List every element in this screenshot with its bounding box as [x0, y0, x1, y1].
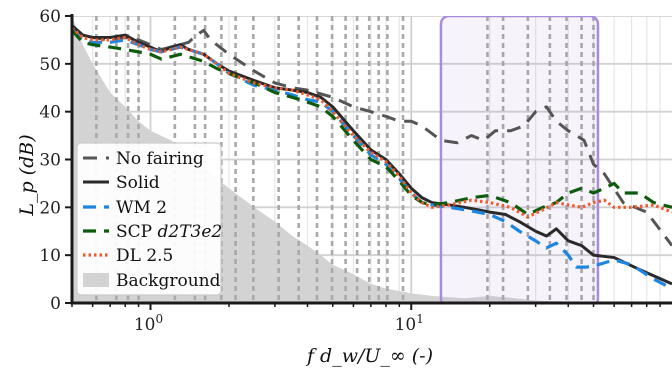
y-tick-label: 10 [39, 246, 61, 266]
plot-area: 0 10 20 30 40 50 60 100 101 No fairing Solid WM 2 S… [16, 7, 672, 367]
legend-label: Solid [116, 173, 160, 193]
y-tick-label: 0 [50, 294, 61, 314]
background-area [72, 16, 672, 303]
ticks-layer: 0 10 20 30 40 50 60 100 101 [39, 7, 661, 335]
series-line-scp [72, 29, 672, 217]
series-line-no-fairing [72, 24, 672, 247]
legend-label: WM 2 [116, 198, 167, 218]
x-tick-label: 101 [395, 312, 424, 335]
legend-label: SCP d2T3e2 [116, 222, 222, 242]
legend-swatch-background [83, 273, 109, 287]
x-tick-label: 100 [134, 312, 163, 335]
highlight-region [439, 16, 600, 303]
x-axis-label: f d_w/U_∞ (-) [305, 345, 433, 367]
background-layer [72, 16, 672, 303]
legend-label: DL 2.5 [116, 246, 173, 266]
highlight-layer [439, 16, 600, 303]
series-layer [72, 24, 672, 291]
y-tick-label: 60 [39, 7, 61, 27]
y-tick-label: 20 [39, 198, 61, 218]
y-tick-label: 50 [39, 55, 61, 75]
y-axis-label: L_p (dB) [16, 134, 38, 216]
legend-label: No fairing [116, 149, 204, 169]
dotted-lines-layer [95, 16, 595, 303]
legend-label: Background [116, 271, 221, 291]
legend: No fairing Solid WM 2 SCP d2T3e2 DL 2.5 Backg… [76, 142, 222, 296]
legend-box [76, 142, 222, 296]
labels-layer: f d_w/U_∞ (-) L_p (dB) [16, 134, 433, 367]
y-tick-label: 30 [39, 151, 61, 171]
series-line-dl-2-5 [72, 26, 672, 219]
series-line-wm-2 [72, 29, 672, 291]
y-tick-label: 40 [39, 103, 61, 123]
